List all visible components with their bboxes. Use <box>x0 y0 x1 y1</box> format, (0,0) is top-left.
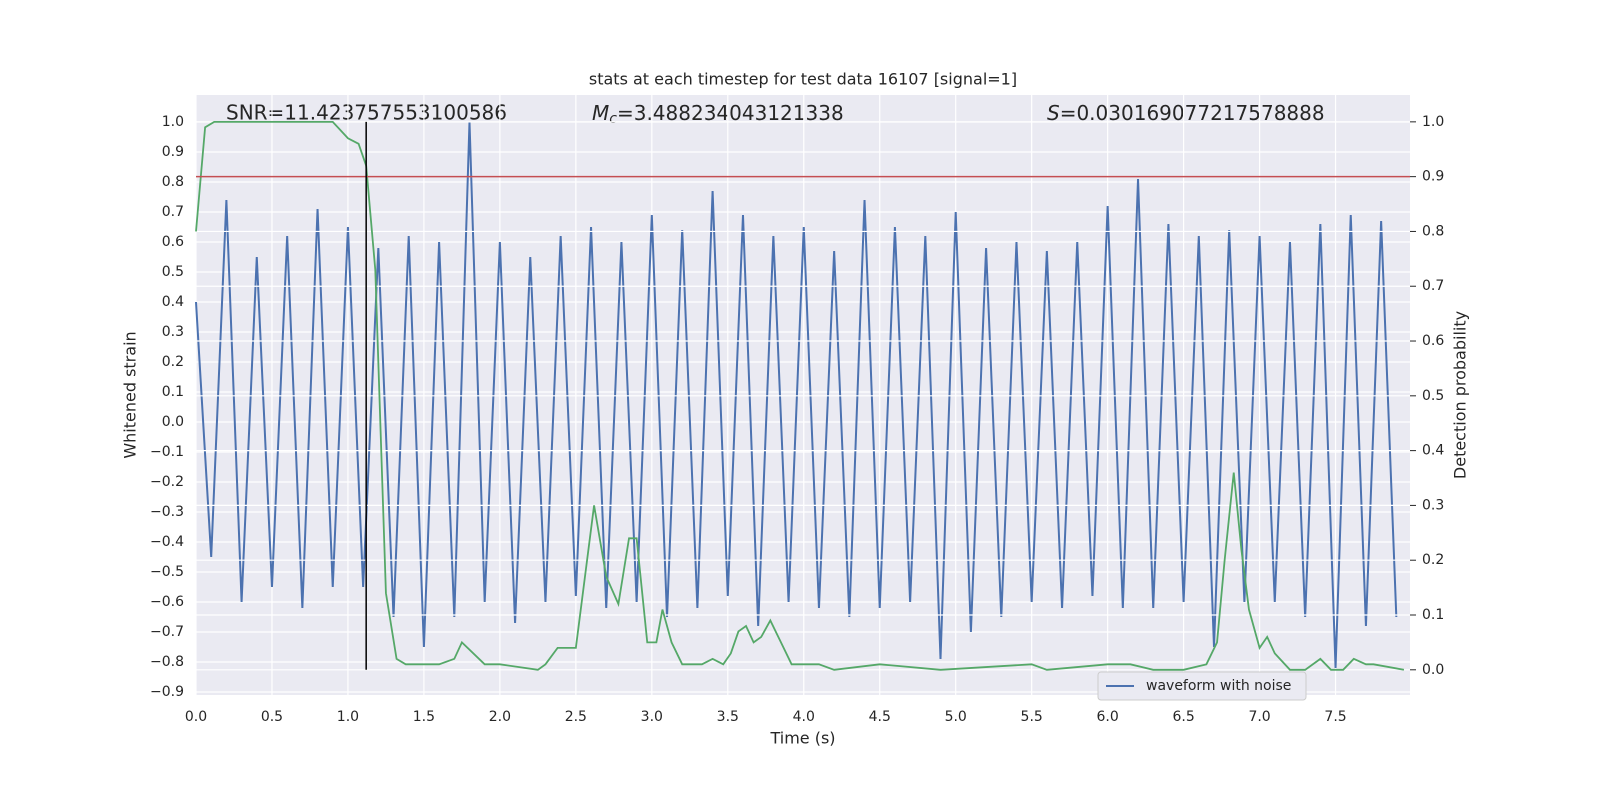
y2-tick-label: 0.3 <box>1422 497 1444 513</box>
x-tick-label: 2.5 <box>565 709 587 725</box>
y-tick-label: −0.4 <box>150 534 184 550</box>
annotation-symbol: S <box>1047 101 1060 125</box>
x-tick-label: 3.5 <box>717 709 739 725</box>
x-tick-label: 6.0 <box>1097 709 1119 725</box>
x-tick-label: 0.0 <box>185 709 207 725</box>
y2-tick-label: 0.8 <box>1422 223 1444 239</box>
series-line <box>195 121 1398 669</box>
y-tick-label: 0.8 <box>162 174 184 190</box>
legend-label: waveform with noise <box>1146 678 1291 694</box>
x-tick-label: 6.5 <box>1172 709 1194 725</box>
y-tick-label: 0.4 <box>162 294 184 310</box>
y-tick-label: 0.1 <box>162 384 184 400</box>
y-tick-label: −0.2 <box>150 474 184 490</box>
annotation-subscript: c <box>609 111 617 127</box>
legend-box <box>1097 671 1307 701</box>
plot-area <box>196 95 1410 695</box>
chart-title: stats at each timestep for test data 161… <box>589 70 1017 89</box>
annotation-text: =0.030169077217578888 <box>1060 101 1325 125</box>
x-axis-label: Time (s) <box>769 729 835 748</box>
y-tick-label: 0.0 <box>162 414 184 430</box>
x-tick-label: 5.0 <box>945 709 967 725</box>
annotation-text: =3.488234043121338 <box>617 101 844 125</box>
x-tick-label: 1.0 <box>337 709 359 725</box>
y2-tick-label: 0.0 <box>1422 662 1444 678</box>
y-tick-label: 0.6 <box>162 234 184 250</box>
y-tick-label: 0.5 <box>162 264 184 280</box>
x-tick-label: 7.5 <box>1324 709 1346 725</box>
y-axis-label: Whitened strain <box>121 331 140 458</box>
y2-tick-label: 0.1 <box>1422 607 1444 623</box>
annotation: Mc=3.488234043121338 <box>592 101 844 128</box>
x-tick-label: 4.0 <box>793 709 815 725</box>
x-tick-label: 5.5 <box>1021 709 1043 725</box>
annotation-symbol: M <box>592 101 609 125</box>
x-tick-label: 7.0 <box>1248 709 1270 725</box>
y-tick-label: 0.2 <box>162 354 184 370</box>
y2-tick-label: 0.6 <box>1422 333 1444 349</box>
y2-tick-label: 1.0 <box>1422 114 1444 130</box>
y-tick-label: 0.9 <box>162 144 184 160</box>
y2-tick-label: 0.7 <box>1422 278 1444 294</box>
y-tick-label: 0.7 <box>162 204 184 220</box>
y2-tick-label: 0.9 <box>1422 169 1444 185</box>
x-tick-label: 0.5 <box>261 709 283 725</box>
y2-tick-label: 0.4 <box>1422 443 1444 459</box>
x-tick-label: 3.0 <box>641 709 663 725</box>
y-tick-label: −0.5 <box>150 564 184 580</box>
x-tick-label: 1.5 <box>413 709 435 725</box>
annotation: SNR=11.423757553100586 <box>226 101 507 125</box>
y-tick-label: 1.0 <box>162 114 184 130</box>
x-tick-label: 2.0 <box>489 709 511 725</box>
y2-tick-label: 0.5 <box>1422 388 1444 404</box>
annotation: S=0.030169077217578888 <box>1047 101 1325 125</box>
y-tick-label: −0.7 <box>150 624 184 640</box>
y-tick-label: −0.3 <box>150 504 184 520</box>
series-line <box>195 120 1405 671</box>
y2-tick-label: 0.2 <box>1422 552 1444 568</box>
y-tick-label: −0.1 <box>150 444 184 460</box>
y2-axis-label: Detection probability <box>1451 311 1470 479</box>
y-tick-label: −0.8 <box>150 654 184 670</box>
y-tick-label: −0.6 <box>150 594 184 610</box>
y-tick-label: 0.3 <box>162 324 184 340</box>
x-tick-label: 4.5 <box>869 709 891 725</box>
y-tick-label: −0.9 <box>150 684 184 700</box>
